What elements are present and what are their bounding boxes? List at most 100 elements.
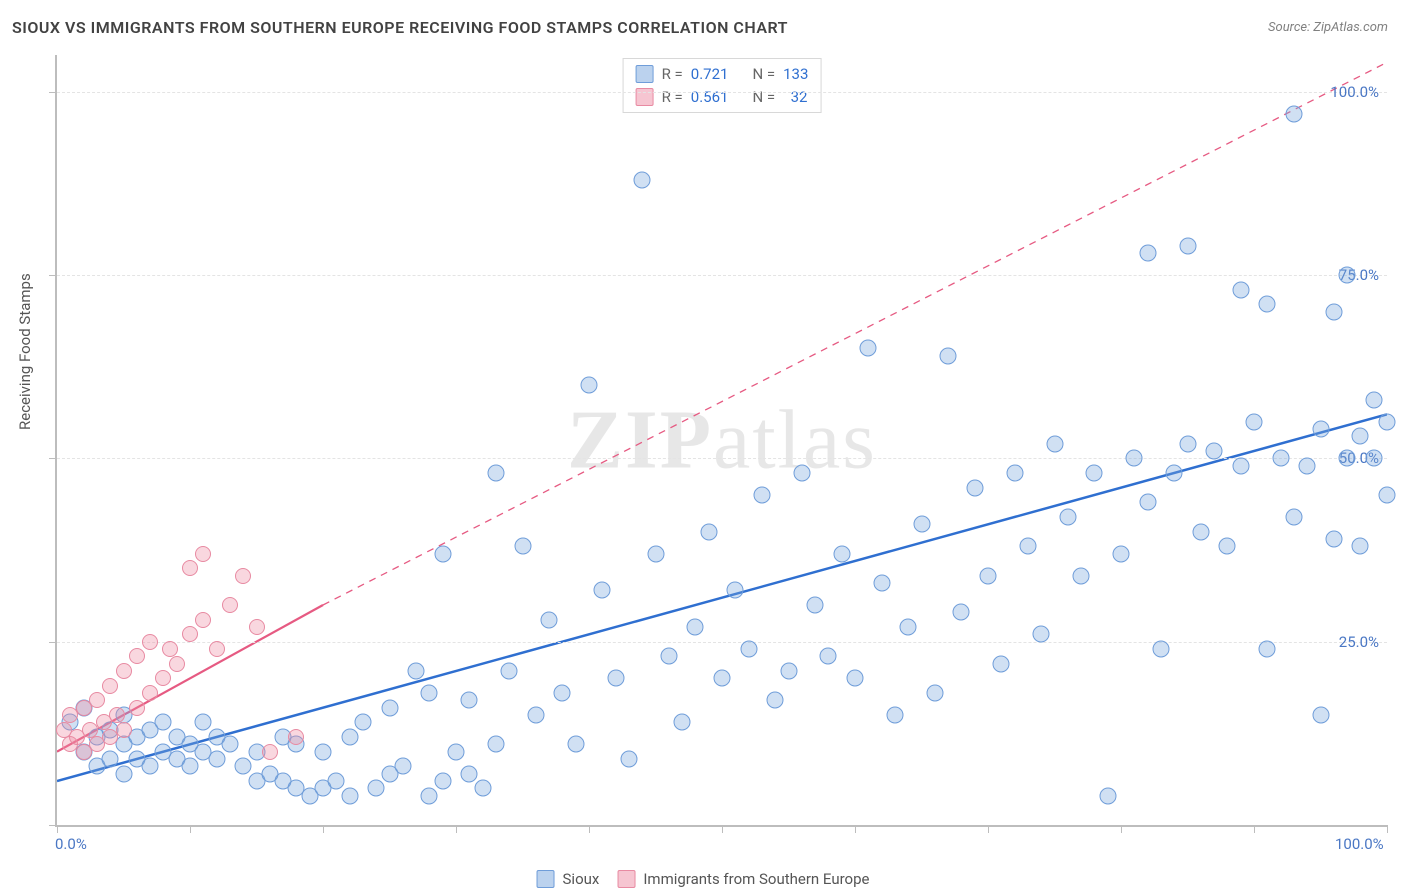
data-point bbox=[966, 479, 983, 496]
y-axis-tick-label: 100.0% bbox=[1330, 83, 1379, 101]
n-label: N = bbox=[752, 86, 775, 109]
data-point bbox=[1033, 626, 1050, 643]
data-point bbox=[953, 604, 970, 621]
data-point bbox=[1179, 435, 1196, 452]
data-point bbox=[1166, 465, 1183, 482]
data-point bbox=[208, 751, 225, 768]
chart-title: SIOUX VS IMMIGRANTS FROM SOUTHERN EUROPE… bbox=[12, 18, 788, 37]
data-point bbox=[1339, 267, 1356, 284]
statistics-box: R = 0.721 N = 133 R = 0.561 N = 32 bbox=[623, 58, 822, 113]
scatter-plot: ZIPatlas R = 0.721 N = 133 R = 0.561 N =… bbox=[55, 55, 1387, 827]
data-point bbox=[567, 736, 584, 753]
legend-label: Sioux bbox=[563, 870, 600, 888]
data-point bbox=[142, 634, 158, 650]
data-point bbox=[594, 582, 611, 599]
data-point bbox=[354, 714, 371, 731]
data-point bbox=[1259, 641, 1276, 658]
data-point bbox=[753, 487, 770, 504]
data-point bbox=[195, 546, 211, 562]
n-value: 133 bbox=[783, 63, 808, 86]
data-point bbox=[860, 340, 877, 357]
data-point bbox=[780, 663, 797, 680]
data-point bbox=[1232, 457, 1249, 474]
data-point bbox=[820, 648, 837, 665]
data-point bbox=[1365, 450, 1382, 467]
r-value: 0.721 bbox=[691, 63, 729, 86]
data-point bbox=[1086, 465, 1103, 482]
n-value: 32 bbox=[783, 86, 807, 109]
data-point bbox=[1299, 457, 1316, 474]
data-point bbox=[328, 773, 345, 790]
data-point bbox=[900, 619, 917, 636]
data-point bbox=[1312, 421, 1329, 438]
data-point bbox=[109, 707, 125, 723]
data-point bbox=[527, 707, 544, 724]
data-point bbox=[1139, 494, 1156, 511]
data-point bbox=[541, 611, 558, 628]
data-point bbox=[1113, 545, 1130, 562]
n-label: N = bbox=[752, 63, 775, 86]
data-point bbox=[315, 743, 332, 760]
data-point bbox=[142, 685, 158, 701]
data-point bbox=[886, 707, 903, 724]
data-point bbox=[461, 692, 478, 709]
data-point bbox=[980, 567, 997, 584]
stat-row-sioux: R = 0.721 N = 133 bbox=[636, 63, 809, 86]
data-point bbox=[288, 729, 304, 745]
data-point bbox=[155, 714, 172, 731]
data-point bbox=[714, 670, 731, 687]
data-point bbox=[514, 538, 531, 555]
data-point bbox=[474, 780, 491, 797]
data-point bbox=[1365, 391, 1382, 408]
x-axis-tick-label: 0.0% bbox=[55, 835, 87, 853]
data-point bbox=[687, 619, 704, 636]
data-point bbox=[1073, 567, 1090, 584]
data-point bbox=[487, 465, 504, 482]
data-point bbox=[394, 758, 411, 775]
data-point bbox=[195, 714, 212, 731]
data-point bbox=[1352, 428, 1369, 445]
data-point bbox=[767, 692, 784, 709]
data-point bbox=[1285, 509, 1302, 526]
data-point bbox=[195, 612, 211, 628]
data-point bbox=[674, 714, 691, 731]
data-point bbox=[727, 582, 744, 599]
data-point bbox=[1059, 509, 1076, 526]
data-point bbox=[1006, 465, 1023, 482]
data-point bbox=[116, 663, 132, 679]
data-point bbox=[501, 663, 518, 680]
data-point bbox=[102, 751, 119, 768]
data-point bbox=[554, 685, 571, 702]
watermark: ZIPatlas bbox=[567, 392, 877, 489]
data-point bbox=[182, 758, 199, 775]
data-point bbox=[807, 597, 824, 614]
data-point bbox=[1325, 531, 1342, 548]
swatch-pink bbox=[636, 88, 654, 106]
data-point bbox=[89, 692, 105, 708]
data-point bbox=[1152, 641, 1169, 658]
data-point bbox=[1339, 450, 1356, 467]
data-point bbox=[1285, 105, 1302, 122]
data-point bbox=[581, 377, 598, 394]
data-point bbox=[1246, 413, 1263, 430]
data-point bbox=[873, 575, 890, 592]
data-point bbox=[222, 597, 238, 613]
data-point bbox=[408, 663, 425, 680]
data-point bbox=[847, 670, 864, 687]
swatch-pink bbox=[617, 870, 635, 888]
data-point bbox=[381, 699, 398, 716]
data-point bbox=[1206, 443, 1223, 460]
data-point bbox=[913, 516, 930, 533]
y-axis-tick-label: 25.0% bbox=[1339, 633, 1379, 651]
data-point bbox=[1325, 303, 1342, 320]
data-point bbox=[142, 758, 159, 775]
r-label: R = bbox=[662, 86, 683, 109]
data-point bbox=[116, 722, 132, 738]
data-point bbox=[1379, 413, 1396, 430]
data-point bbox=[1232, 281, 1249, 298]
data-point bbox=[368, 780, 385, 797]
data-point bbox=[1379, 487, 1396, 504]
data-point bbox=[262, 744, 278, 760]
legend-label: Immigrants from Southern Europe bbox=[643, 870, 869, 888]
source-attribution: Source: ZipAtlas.com bbox=[1268, 20, 1388, 35]
